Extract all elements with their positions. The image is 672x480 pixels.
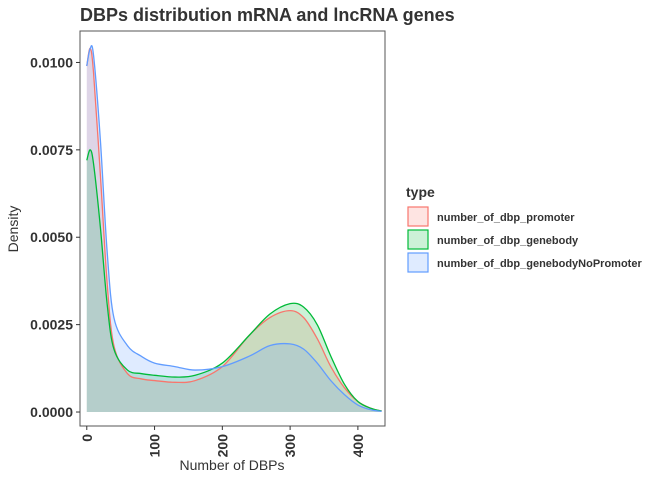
- y-tick-label: 0.0000: [30, 404, 73, 420]
- x-axis-title: Number of DBPs: [179, 457, 284, 473]
- x-axis: 0 100 200 300 400: [79, 426, 366, 457]
- legend-key: [407, 252, 429, 273]
- chart-title: DBPs distribution mRNA and lncRNA genes: [80, 5, 455, 25]
- density-area-2: [86, 149, 382, 413]
- y-tick-label: 0.0075: [30, 142, 73, 158]
- y-tick-label: 0.0025: [30, 317, 73, 333]
- density-area-3: [86, 45, 382, 413]
- legend-label: number_of_dbp_genebodyNoPromoter: [437, 258, 642, 270]
- x-tick-label: 300: [282, 434, 298, 458]
- density-lines: [86, 44, 382, 412]
- legend-item-1: number_of_dbp_promoter: [407, 206, 575, 227]
- legend-label: number_of_dbp_genebody: [437, 235, 579, 247]
- x-tick-label: 200: [214, 434, 230, 458]
- x-tick-label: 400: [350, 434, 366, 458]
- legend-key-bg: [407, 206, 429, 227]
- y-tick-label: 0.0100: [30, 54, 73, 70]
- legend-item-2: number_of_dbp_genebody: [407, 229, 579, 250]
- legend-label: number_of_dbp_promoter: [437, 212, 575, 224]
- density-areas: [86, 45, 382, 413]
- legend-key-bg: [407, 252, 429, 273]
- density-area-1: [86, 48, 382, 413]
- legend: type number_of_dbp_promoter number_of_dbp…: [406, 184, 642, 273]
- y-axis-title: Density: [5, 206, 21, 253]
- x-tick-label: 100: [147, 434, 163, 458]
- legend-key: [407, 206, 429, 227]
- plot-panel: [79, 30, 386, 427]
- legend-item-3: number_of_dbp_genebodyNoPromoter: [407, 252, 642, 273]
- density-line-3: [86, 44, 382, 412]
- legend-title: type: [406, 184, 435, 200]
- density-line-1: [86, 47, 382, 412]
- legend-key: [407, 229, 429, 250]
- x-tick-label: 0: [79, 434, 95, 442]
- density-line-2: [86, 149, 382, 412]
- legend-key-bg: [407, 229, 429, 250]
- y-tick-label: 0.0050: [30, 229, 73, 245]
- y-axis: 0.0000 0.0025 0.0050 0.0075 0.0100: [30, 54, 80, 420]
